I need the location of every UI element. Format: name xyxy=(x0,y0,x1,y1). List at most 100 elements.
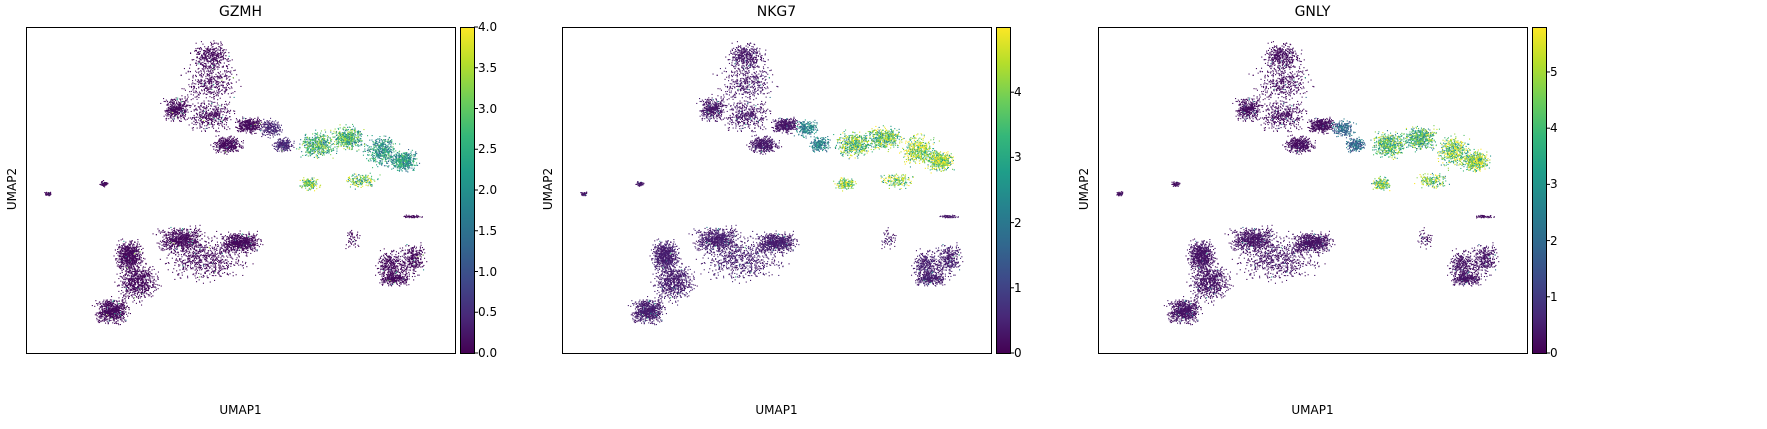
cell-point xyxy=(406,157,408,159)
cell-point xyxy=(219,144,221,146)
cell-point xyxy=(304,135,306,137)
cell-point xyxy=(308,145,310,147)
cell-point xyxy=(321,153,323,155)
cell-point xyxy=(313,182,315,184)
cell-point xyxy=(227,82,229,84)
cell-point xyxy=(231,137,233,139)
cell-point xyxy=(245,118,247,120)
cell-point xyxy=(409,160,411,162)
cell-point xyxy=(206,52,208,54)
cell-point xyxy=(278,126,280,128)
cell-point xyxy=(385,147,387,149)
cell-point xyxy=(207,100,209,102)
cell-point xyxy=(405,164,407,166)
cell-point xyxy=(310,149,312,151)
cell-point xyxy=(303,185,305,187)
cell-point xyxy=(279,138,281,140)
cell-point xyxy=(281,151,283,153)
cell-point xyxy=(371,157,373,159)
cell-point xyxy=(259,122,261,124)
cell-point xyxy=(406,158,408,160)
cell-point xyxy=(238,123,240,125)
cell-point xyxy=(395,150,397,152)
cell-point xyxy=(212,53,214,55)
cell-point xyxy=(307,184,309,186)
cell-point xyxy=(278,141,280,143)
cell-point xyxy=(174,99,176,101)
cell-point xyxy=(416,158,418,160)
cell-point xyxy=(344,141,346,143)
cell-point xyxy=(205,87,207,89)
cell-point xyxy=(203,106,205,108)
cell-point xyxy=(276,134,278,136)
cell-point xyxy=(303,184,305,186)
cell-point xyxy=(217,104,219,106)
cell-point xyxy=(282,143,284,145)
cell-point xyxy=(283,147,285,149)
cell-point xyxy=(195,60,197,62)
cell-point xyxy=(276,127,278,129)
cell-point xyxy=(212,101,214,103)
cell-point xyxy=(224,147,226,149)
cell-point xyxy=(212,81,214,83)
cell-point xyxy=(231,82,233,84)
cell-point xyxy=(247,127,249,129)
cell-point xyxy=(357,140,359,142)
cell-point xyxy=(239,129,241,131)
cell-point xyxy=(215,142,217,144)
cell-point xyxy=(224,58,226,60)
cell-point xyxy=(409,155,411,157)
cell-point xyxy=(406,153,408,155)
cell-point xyxy=(329,149,331,151)
cell-point xyxy=(222,65,224,67)
cell-point xyxy=(278,144,280,146)
cell-point xyxy=(227,111,229,113)
cell-point xyxy=(399,154,401,156)
cell-point xyxy=(228,76,230,78)
cell-point xyxy=(186,99,188,101)
cell-point xyxy=(196,57,198,59)
cell-point xyxy=(274,129,276,131)
cell-point xyxy=(344,134,346,136)
cell-point xyxy=(303,142,305,144)
cell-point xyxy=(233,140,235,142)
cell-point xyxy=(222,114,224,116)
cell-point xyxy=(214,112,216,114)
cell-point xyxy=(176,105,178,107)
cell-point xyxy=(271,124,273,126)
cell-point xyxy=(262,127,264,129)
cell-point xyxy=(276,124,278,126)
cell-point xyxy=(172,118,174,120)
cell-point xyxy=(251,122,253,124)
cell-point xyxy=(378,141,380,143)
cell-point xyxy=(349,133,351,135)
cell-point xyxy=(358,136,360,138)
cell-point xyxy=(235,146,237,148)
cell-point xyxy=(267,124,269,126)
cell-point xyxy=(312,186,314,188)
cell-point xyxy=(198,97,200,99)
cell-point xyxy=(210,115,212,117)
cell-point xyxy=(256,122,258,124)
cell-point xyxy=(314,138,316,140)
cell-point xyxy=(304,141,306,143)
cell-point xyxy=(332,136,334,138)
cell-point xyxy=(346,129,348,131)
cell-point xyxy=(223,142,225,144)
cell-point xyxy=(225,124,227,126)
cell-point xyxy=(210,123,212,125)
cell-point xyxy=(232,139,234,141)
cell-point xyxy=(215,86,217,88)
cell-point xyxy=(410,153,412,155)
cell-point xyxy=(405,163,407,165)
cell-point xyxy=(183,103,185,105)
cell-point xyxy=(222,111,224,113)
cell-point xyxy=(260,127,262,129)
cell-point xyxy=(345,145,347,147)
cell-point xyxy=(332,132,334,134)
cell-point xyxy=(404,168,406,170)
cell-point xyxy=(226,139,228,141)
cell-point xyxy=(375,157,377,159)
cell-point xyxy=(370,154,372,156)
cell-point xyxy=(194,90,196,92)
